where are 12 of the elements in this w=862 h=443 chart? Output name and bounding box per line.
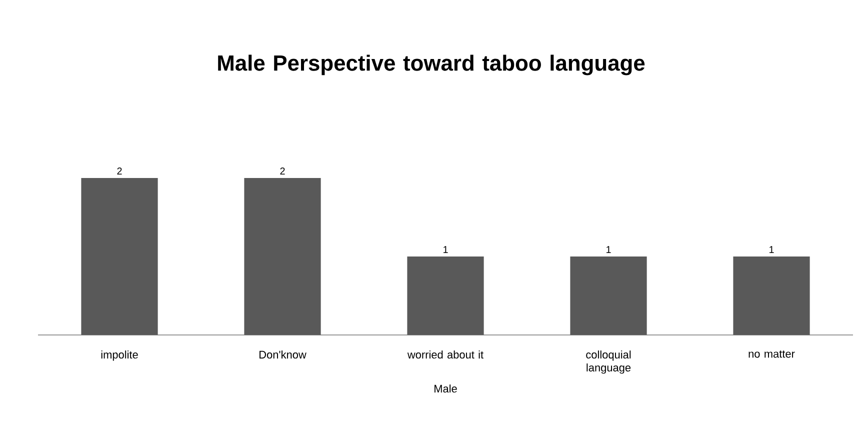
chart-title: Male Perspective toward taboo language [218,54,645,76]
x-tick-label: no matter [748,350,795,358]
data-label: 1 [444,246,448,253]
x-tick-label: worried about it [407,350,484,359]
data-label: 2 [117,168,122,174]
x-tick-label: colloquial language [586,350,631,374]
data-label: 1 [770,246,774,253]
data-label: 1 [606,246,611,253]
x-tick-label: impolite [101,350,138,361]
data-label: 2 [280,168,285,174]
x-tick-label: Don'know [260,350,306,359]
x-axis-title: Male [434,384,457,393]
